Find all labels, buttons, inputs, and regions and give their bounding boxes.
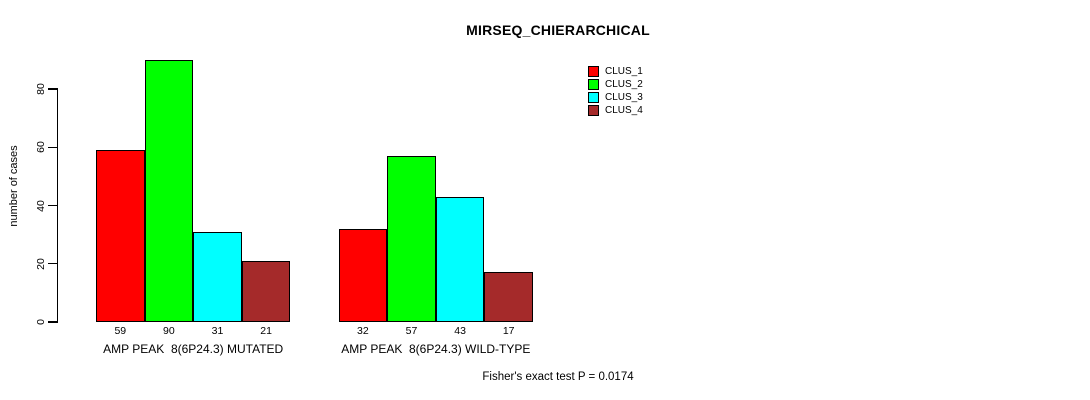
y-axis-tick-label: 40	[34, 199, 47, 212]
bar-value-label: 32	[357, 325, 369, 337]
y-axis-tick	[47, 321, 57, 323]
legend-item: CLUS_2	[588, 79, 643, 90]
y-axis-line	[56, 88, 58, 323]
y-axis-tick	[47, 146, 57, 148]
y-axis-tick-label: 60	[34, 141, 47, 154]
bar-value-label: 17	[502, 325, 515, 337]
legend-swatch-clus_1	[588, 66, 599, 77]
bar-clus_3-group1	[193, 231, 242, 322]
legend-label: CLUS_3	[605, 92, 643, 103]
x-category-label: AMP PEAK 8(6P24.3) WILD-TYPE	[341, 342, 531, 356]
legend-label: CLUS_4	[605, 105, 643, 116]
legend: CLUS_1 CLUS_2 CLUS_3 CLUS_4	[588, 66, 643, 116]
legend-label: CLUS_2	[605, 79, 643, 90]
fisher-test-annotation: Fisher's exact test P = 0.0174	[482, 371, 634, 383]
bar-clus_4-group1	[241, 260, 291, 322]
legend-swatch-clus_2	[588, 79, 599, 90]
chart-title: MIRSEQ_CHIERARCHICAL	[466, 22, 650, 38]
bar-clus_1-group1	[96, 150, 145, 322]
y-axis-tick-label: 80	[34, 83, 47, 95]
bar-value-label: 59	[114, 325, 127, 337]
bar-value-label: 21	[260, 325, 272, 337]
y-axis-tick	[47, 88, 57, 90]
legend-swatch-clus_3	[588, 92, 599, 103]
bar-value-label: 90	[163, 325, 175, 337]
y-axis-tick-label: 0	[34, 319, 47, 325]
legend-label: CLUS_1	[605, 66, 643, 77]
bar-value-label: 31	[211, 325, 224, 337]
bar-value-label: 57	[405, 325, 418, 337]
x-category-label: AMP PEAK 8(6P24.3) MUTATED	[103, 342, 284, 356]
legend-item: CLUS_4	[588, 105, 643, 116]
bar-clus_3-group2	[435, 196, 485, 322]
bar-clus_2-group1	[144, 59, 194, 322]
y-axis-tick	[47, 263, 57, 265]
legend-item: CLUS_3	[588, 92, 643, 103]
y-axis-tick-label: 20	[34, 257, 47, 270]
bar-value-label: 43	[454, 325, 466, 337]
bar-clus_1-group2	[338, 228, 388, 322]
y-axis-tick	[47, 204, 57, 207]
legend-swatch-clus_4	[588, 105, 599, 116]
bar-clus_4-group2	[484, 272, 533, 322]
legend-item: CLUS_1	[588, 66, 643, 77]
bar-clus_2-group2	[387, 155, 436, 322]
